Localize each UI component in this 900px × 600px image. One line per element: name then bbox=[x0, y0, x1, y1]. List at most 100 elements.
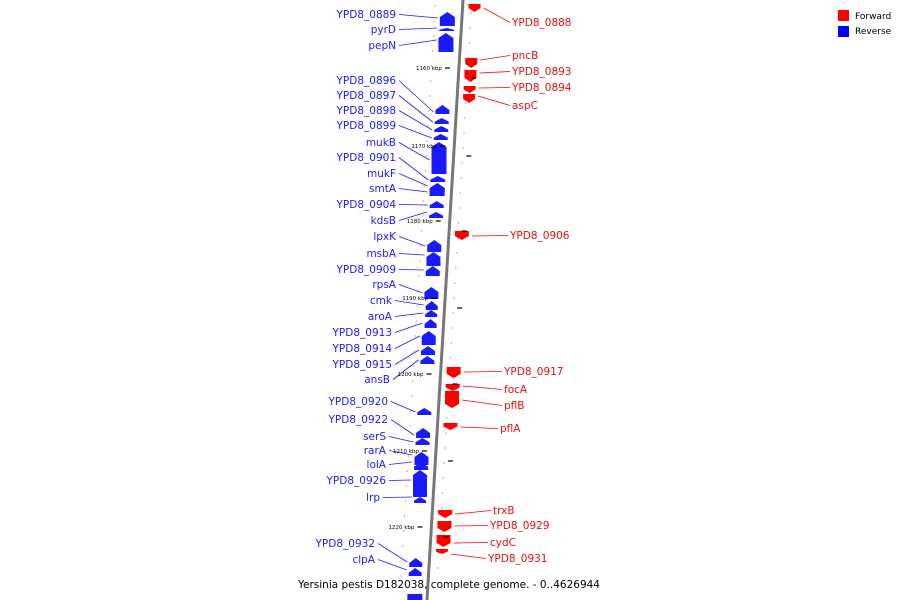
gene-label-forward: YPD8_0894 bbox=[511, 82, 572, 94]
gene-label-reverse: YPD8_0909 bbox=[336, 264, 396, 276]
gene-block-reverse bbox=[424, 287, 439, 299]
gene-label-reverse: YPD8_0914 bbox=[332, 343, 393, 355]
scale-label: 1160 kbp bbox=[416, 66, 442, 72]
legend: Forward Reverse bbox=[838, 10, 892, 37]
gene-block-reverse bbox=[421, 331, 436, 345]
gene-label-reverse: YPD8_0915 bbox=[332, 359, 392, 371]
gene-block-reverse bbox=[414, 452, 429, 465]
gene-leader-line bbox=[394, 322, 423, 333]
gene-block-reverse bbox=[412, 470, 427, 497]
gene-label-reverse: aroA bbox=[368, 311, 393, 323]
scale-label: 1180 kbp bbox=[407, 219, 433, 225]
gene-label-reverse: serS bbox=[363, 431, 386, 443]
gene-block-reverse bbox=[407, 594, 423, 600]
gene-label-forward: YPD8_0931 bbox=[487, 553, 547, 565]
gene-label-forward: cydC bbox=[490, 537, 516, 549]
gene-block-reverse bbox=[415, 438, 430, 445]
genome-axis bbox=[425, 0, 465, 600]
gene-leader-line bbox=[463, 371, 503, 373]
gene-leader-line bbox=[377, 543, 408, 563]
gene-label-forward: aspC bbox=[512, 100, 538, 112]
gene-label-forward: pflA bbox=[500, 423, 521, 435]
gene-leader-line bbox=[394, 335, 420, 349]
gene-block-forward bbox=[437, 521, 452, 532]
gene-block-reverse bbox=[438, 33, 454, 52]
gene-blocks bbox=[407, 4, 481, 600]
gene-block-forward bbox=[454, 231, 469, 240]
gene-leader-line bbox=[398, 204, 428, 206]
gene-leader-line bbox=[398, 269, 424, 271]
gene-label-reverse: mukF bbox=[367, 168, 396, 180]
gene-block-reverse bbox=[414, 497, 426, 503]
gene-leader-line bbox=[480, 55, 511, 61]
legend-forward-swatch bbox=[838, 10, 849, 21]
legend-forward-label: Forward bbox=[855, 12, 891, 22]
gene-label-forward: YPD8_0888 bbox=[511, 17, 571, 29]
gene-leader-line bbox=[398, 95, 433, 123]
gene-leader-line bbox=[453, 542, 489, 544]
gene-leader-line bbox=[460, 426, 499, 429]
gene-leader-line bbox=[398, 188, 428, 193]
gene-label-reverse: YPD8_0913 bbox=[332, 327, 392, 339]
gene-leader-line bbox=[479, 71, 511, 74]
gene-leader-line bbox=[461, 399, 503, 406]
gene-label-reverse: YPD8_0889 bbox=[336, 9, 396, 21]
gene-labels: YPD8_0889 pyrD pepN YPD8_0896 YPD8_0897 YPD8_… bbox=[315, 9, 572, 566]
gene-label-reverse: pyrD bbox=[371, 24, 396, 36]
gene-leader-line bbox=[483, 7, 511, 23]
gene-leader-line bbox=[390, 419, 415, 436]
genome-caption: Yersinia pestis D182038, complete genome… bbox=[297, 579, 600, 591]
gene-leader-line bbox=[398, 253, 425, 256]
gene-block-reverse bbox=[408, 568, 422, 576]
gene-label-reverse: YPD8_0896 bbox=[336, 75, 397, 87]
legend-reverse-label: Reverse bbox=[855, 27, 892, 37]
gene-block-reverse bbox=[430, 176, 446, 182]
scale-label: 1220 kbp bbox=[388, 525, 414, 531]
gene-label-forward: YPD8_0929 bbox=[489, 520, 549, 532]
gene-leader-line bbox=[398, 173, 428, 187]
gene-block-forward bbox=[468, 4, 481, 12]
gene-label-forward: pncB bbox=[512, 50, 538, 62]
gene-leader-line bbox=[388, 436, 414, 443]
gene-label-reverse: ansB bbox=[364, 374, 390, 386]
gene-leader-line bbox=[382, 496, 413, 498]
gene-block-forward bbox=[435, 549, 448, 554]
gene-label-reverse: cmk bbox=[370, 295, 393, 307]
gene-label-reverse: msbA bbox=[366, 248, 396, 260]
gene-block-reverse bbox=[429, 212, 444, 218]
gene-label-forward: YPD8_0893 bbox=[511, 66, 571, 78]
gene-block-reverse bbox=[425, 301, 438, 310]
gene-leader-line bbox=[390, 401, 416, 413]
gene-block-reverse bbox=[414, 462, 429, 470]
gene-block-forward bbox=[446, 367, 461, 378]
gene-label-reverse: mukB bbox=[366, 137, 396, 149]
gene-leader-line bbox=[398, 125, 432, 139]
gene-label-forward: YPD8_0917 bbox=[503, 366, 563, 378]
gene-label-reverse: clpA bbox=[352, 554, 375, 566]
gene-leader-line bbox=[388, 450, 413, 456]
gene-label-reverse: lpxK bbox=[373, 231, 397, 243]
gene-leader-line bbox=[455, 510, 492, 515]
gene-leader-line bbox=[450, 553, 487, 559]
gene-label-reverse: lolA bbox=[367, 459, 387, 471]
gene-leader-line bbox=[398, 39, 437, 46]
gene-leader-line bbox=[398, 14, 438, 19]
gene-block-reverse bbox=[420, 356, 435, 364]
gene-label-reverse: YPD8_0899 bbox=[336, 120, 396, 132]
gene-leader-line bbox=[377, 559, 407, 571]
gene-label-reverse: YPD8_0932 bbox=[315, 538, 375, 550]
scale-label: 1200 kbp bbox=[398, 372, 424, 378]
gene-block-forward bbox=[443, 423, 458, 430]
gene-leader-line bbox=[471, 235, 509, 237]
gene-label-reverse: rpsA bbox=[372, 279, 396, 291]
gene-block-forward bbox=[438, 510, 453, 518]
gene-leader-line bbox=[398, 142, 430, 161]
gene-label-reverse: smtA bbox=[369, 183, 397, 195]
gene-leader-line bbox=[462, 385, 503, 390]
gene-block-reverse bbox=[426, 252, 441, 266]
gene-block-reverse bbox=[424, 319, 437, 328]
gene-block-forward bbox=[465, 58, 478, 68]
gene-label-reverse: rarA bbox=[364, 445, 387, 457]
gene-leader-line bbox=[394, 300, 424, 306]
